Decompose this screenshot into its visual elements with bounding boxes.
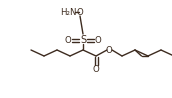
Text: H₂N: H₂N — [60, 8, 76, 16]
Text: S: S — [80, 35, 86, 45]
Text: O: O — [106, 45, 112, 54]
Text: O: O — [65, 35, 71, 44]
Text: O: O — [77, 8, 83, 16]
Text: O: O — [95, 35, 101, 44]
Text: O: O — [93, 64, 99, 74]
